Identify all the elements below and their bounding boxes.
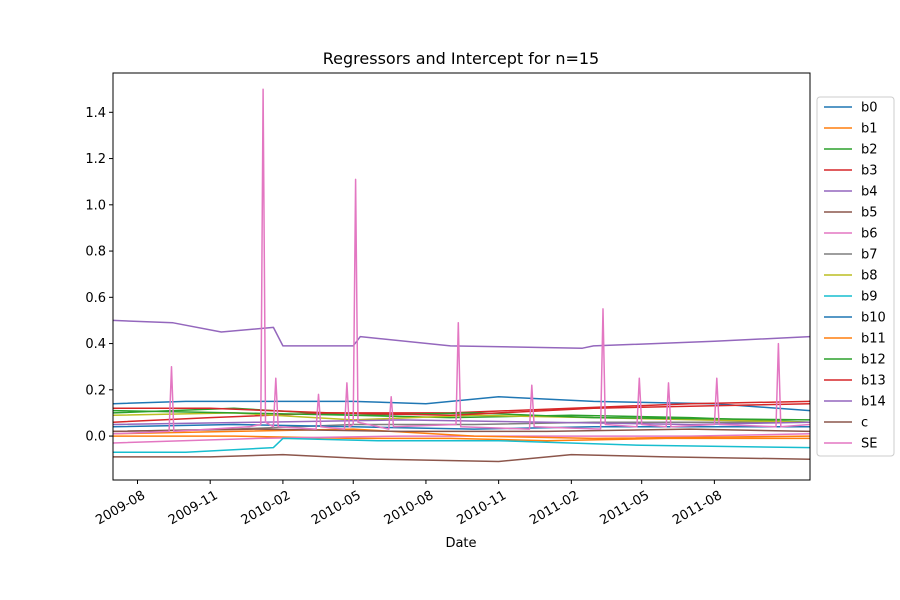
legend-label-SE: SE	[861, 437, 877, 452]
legend-label-b5: b5	[861, 206, 878, 221]
series-line-b11	[113, 428, 810, 440]
series-line-b2	[113, 407, 810, 423]
series-line-b9	[113, 437, 810, 454]
legend-label-b10: b10	[861, 311, 886, 326]
plot-area	[112, 72, 811, 481]
y-tick-label: 0.4	[85, 337, 106, 352]
series-line-b1	[113, 435, 810, 442]
legend-label-b14: b14	[861, 395, 886, 410]
legend-label-c: c	[861, 416, 868, 431]
legend-label-b7: b7	[861, 248, 878, 263]
legend-label-b8: b8	[861, 269, 878, 284]
legend-label-b11: b11	[861, 332, 886, 347]
legend-label-b0: b0	[861, 101, 878, 116]
legend-label-b3: b3	[861, 164, 878, 179]
legend-items: b0 b1 b2 b3 b4 b5 b6 b7 b8 b9 b10 b11 b12 b13 b14 c SE	[824, 101, 886, 452]
x-axis-title: Date	[445, 536, 476, 551]
y-tick-label: 1.4	[85, 106, 106, 121]
y-tick-label: 0.6	[85, 291, 106, 306]
series-line-b0	[113, 396, 810, 412]
legend-box	[816, 96, 895, 457]
series-line-c	[113, 428, 810, 433]
series-line-SE	[113, 88, 810, 435]
legend-label-b13: b13	[861, 374, 886, 389]
y-tick-label: 1.0	[85, 198, 106, 213]
plot-frame	[112, 72, 811, 481]
legend-label-b4: b4	[861, 185, 878, 200]
legend-label-b12: b12	[861, 353, 886, 368]
legend-label-b1: b1	[861, 122, 878, 137]
legend: b0 b1 b2 b3 b4 b5 b6 b7 b8 b9 b10 b11 b12 b13 b14 c SE	[816, 96, 895, 457]
y-tick-label: 1.2	[85, 152, 106, 167]
legend-label-b9: b9	[861, 290, 878, 305]
series-line-b5	[113, 453, 810, 463]
legend-label-b2: b2	[861, 143, 878, 158]
chart-title: Regressors and Intercept for n=15	[323, 49, 599, 68]
y-tick-label: 0.8	[85, 245, 106, 260]
y-tick-label: 0.0	[85, 430, 106, 445]
y-tick-label: 0.2	[85, 383, 106, 398]
y-axis: 0.0 0.2 0.4 0.6 0.8 1.0 1.2 1.4	[85, 106, 113, 445]
series-layer	[113, 88, 810, 463]
legend-label-b6: b6	[861, 227, 878, 242]
